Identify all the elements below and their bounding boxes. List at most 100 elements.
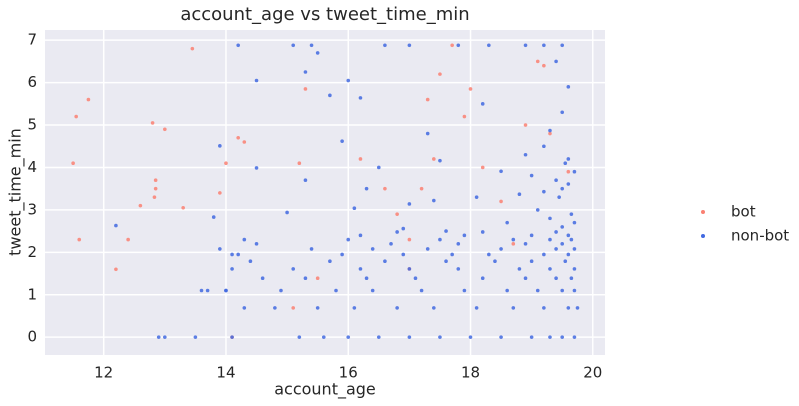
point: [303, 70, 308, 74]
point: [224, 288, 228, 293]
y-tick-label: 2: [27, 243, 37, 261]
point: [163, 127, 167, 132]
point: [328, 259, 332, 264]
point: [432, 306, 436, 310]
point: [352, 206, 357, 210]
point: [152, 195, 157, 199]
point: [321, 335, 326, 339]
point: [126, 237, 130, 242]
point: [340, 139, 344, 143]
point: [303, 178, 308, 182]
point: [566, 85, 571, 89]
point: [303, 87, 308, 91]
point: [218, 247, 222, 251]
point: [279, 288, 283, 293]
point: [535, 288, 540, 293]
point: [523, 276, 528, 281]
point: [297, 161, 302, 166]
point: [529, 233, 534, 238]
point: [468, 335, 473, 339]
point: [474, 306, 479, 310]
point: [535, 59, 540, 64]
point: [303, 276, 308, 281]
point: [499, 247, 503, 251]
point: [114, 267, 118, 272]
point: [242, 237, 247, 242]
point: [444, 229, 448, 233]
point: [205, 288, 210, 293]
point: [413, 276, 418, 281]
point: [542, 306, 546, 310]
point: [163, 335, 167, 339]
point: [572, 220, 577, 225]
point: [74, 114, 78, 119]
point: [572, 247, 577, 251]
plot-area: [45, 30, 605, 355]
point: [248, 259, 253, 264]
point: [560, 242, 565, 246]
point: [566, 233, 571, 238]
point: [218, 191, 222, 195]
point: [468, 87, 473, 91]
point: [315, 306, 320, 310]
point: [242, 140, 247, 144]
point: [523, 123, 528, 127]
point: [505, 288, 509, 293]
point: [260, 276, 265, 281]
point: [291, 306, 296, 310]
point: [462, 114, 467, 119]
point: [560, 335, 565, 339]
point: [566, 169, 571, 174]
x-axis-label: account_age: [274, 380, 376, 400]
point: [554, 276, 558, 281]
point: [572, 335, 577, 339]
x-tick-label: 16: [339, 364, 358, 382]
point: [114, 223, 118, 228]
point: [560, 225, 565, 229]
point: [334, 288, 338, 293]
chart-title: account_age vs tweet_time_min: [180, 4, 469, 25]
legend-label: non-bot: [731, 227, 789, 245]
point: [511, 242, 516, 246]
point: [505, 220, 509, 225]
point: [529, 173, 534, 178]
y-tick-label: 5: [27, 116, 37, 134]
point: [358, 157, 363, 161]
point: [291, 267, 296, 271]
point: [444, 259, 448, 264]
point: [511, 306, 516, 310]
point: [77, 237, 82, 242]
point: [554, 178, 558, 182]
legend-marker: [701, 234, 705, 238]
point: [218, 144, 222, 148]
point: [438, 72, 442, 76]
point: [153, 186, 158, 191]
point: [254, 242, 259, 246]
y-tick-label: 6: [27, 73, 37, 91]
point: [383, 43, 387, 48]
point: [548, 131, 552, 136]
point: [493, 259, 497, 264]
point: [438, 158, 442, 163]
point: [480, 165, 485, 170]
point: [456, 267, 461, 271]
point: [560, 43, 565, 48]
point: [376, 335, 381, 339]
point: [419, 288, 424, 293]
point: [358, 96, 363, 100]
point: [346, 78, 351, 83]
point: [548, 128, 552, 133]
point: [499, 199, 503, 204]
point: [575, 306, 580, 310]
point: [425, 247, 430, 251]
point: [346, 335, 351, 339]
y-tick-label: 3: [27, 200, 37, 218]
point: [370, 247, 375, 251]
point: [548, 267, 552, 271]
point: [285, 210, 289, 215]
point: [499, 169, 503, 174]
point: [395, 212, 399, 216]
point: [153, 178, 158, 182]
point: [456, 43, 461, 48]
